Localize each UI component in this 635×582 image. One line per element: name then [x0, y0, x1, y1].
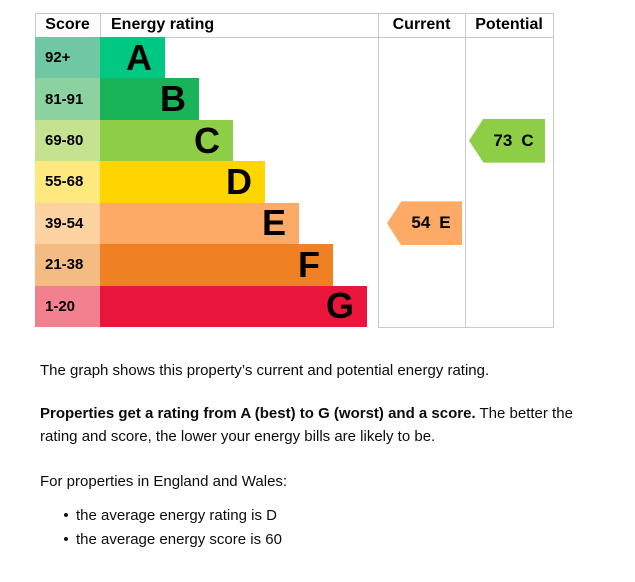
grid-line-right	[553, 13, 554, 327]
rating-bar-D: D	[100, 161, 265, 203]
list-item-text: the average energy score is 60	[76, 531, 282, 548]
list-item: • the average energy score is 60	[56, 528, 282, 551]
score-cell-C: 69-80	[35, 119, 100, 162]
rating-explanation-rest: The better the rating and score, the low…	[40, 405, 573, 445]
grid-line-score-divider	[100, 13, 101, 37]
grid-line-potential-left	[465, 13, 466, 327]
rating-bar-F: F	[100, 243, 333, 286]
current-rating-arrow: 54 E	[387, 201, 462, 246]
bullet-icon: •	[63, 507, 69, 524]
rating-explanation: Properties get a rating from A (best) to…	[40, 402, 610, 448]
score-cell-D: 55-68	[35, 161, 100, 203]
potential-score-value: 73	[493, 130, 513, 150]
rating-letter: D	[226, 161, 252, 202]
current-header-label: Current	[392, 16, 451, 33]
potential-rating-arrow: 73 C	[469, 118, 545, 163]
potential-rating-letter: C	[521, 130, 534, 150]
list-item: • the average energy rating is D	[56, 504, 282, 527]
score-header-label: Score	[45, 16, 90, 33]
current-rating-letter: E	[439, 213, 451, 233]
rating-bar-E: E	[100, 202, 299, 245]
score-cell-A: 92+	[35, 37, 100, 79]
rating-letter: A	[126, 36, 152, 78]
rating-bar-C: C	[100, 119, 233, 162]
potential-header-label: Potential	[475, 16, 543, 33]
list-item-text: the average energy rating is D	[76, 507, 277, 524]
england-wales-intro: For properties in England and Wales:	[40, 473, 288, 490]
grid-line-left	[35, 13, 36, 37]
rating-letter: C	[194, 119, 220, 161]
rating-bar-A: A	[100, 36, 165, 79]
average-stats-list: • the average energy rating is D • the aver…	[56, 504, 282, 552]
score-cell-E: 39-54	[35, 202, 100, 245]
grid-line-top	[35, 13, 553, 14]
current-score-value: 54	[411, 213, 431, 233]
rating-letter: G	[325, 285, 354, 327]
rating-letter: B	[160, 78, 186, 120]
grid-line-bottom	[378, 327, 554, 328]
rating-letter: F	[298, 243, 320, 285]
rating-bar-B: B	[100, 78, 199, 120]
rating-letter: E	[261, 202, 286, 244]
rating-bar-G: G	[100, 285, 367, 327]
score-cell-B: 81-91	[35, 78, 100, 120]
chart-caption: The graph shows this property’s current …	[40, 362, 490, 379]
rating-explanation-bold: Properties get a rating from A (best) to…	[40, 405, 476, 422]
grid-line-current-left	[378, 13, 379, 327]
energy-rating-header-label: Energy rating	[111, 16, 215, 33]
grid-line-header-bottom	[35, 37, 553, 38]
score-cell-G: 1-20	[35, 285, 100, 327]
score-cell-F: 21-38	[35, 244, 100, 286]
bullet-icon: •	[63, 531, 69, 548]
